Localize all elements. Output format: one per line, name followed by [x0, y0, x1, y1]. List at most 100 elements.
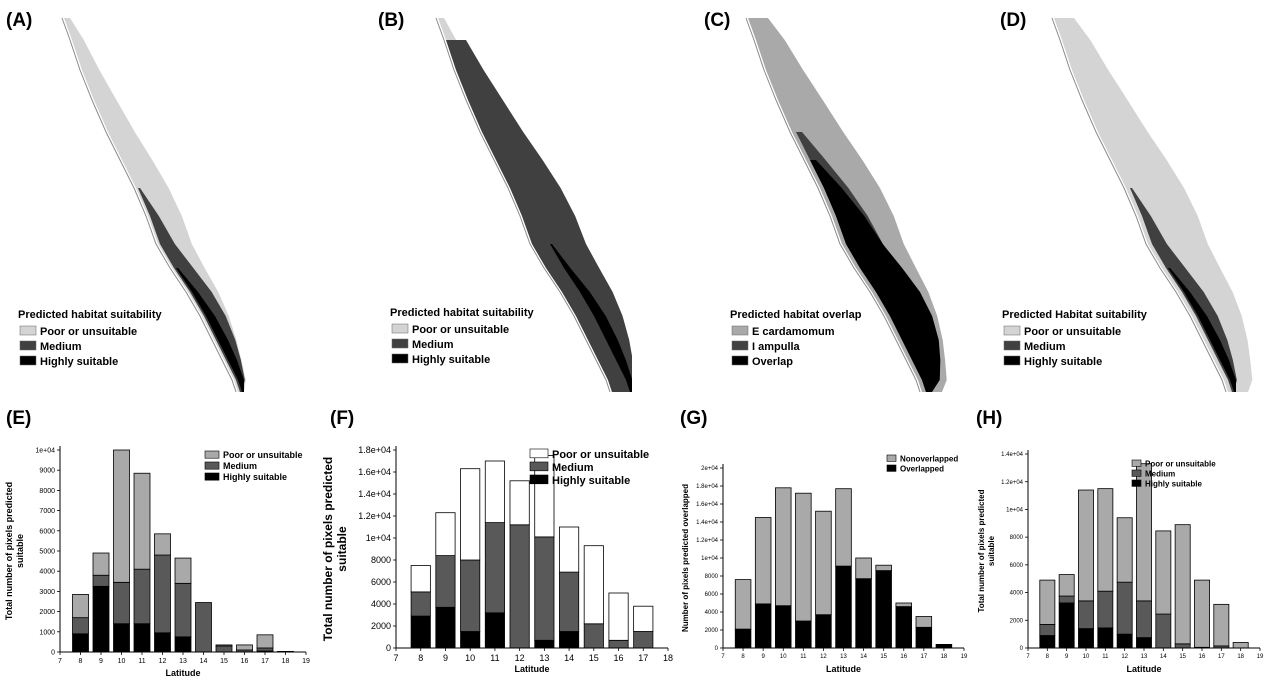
x-tick-label: 16 [1199, 654, 1206, 660]
legend-label: I ampulla [752, 341, 801, 353]
panel-label: (F) [330, 408, 355, 429]
bar-segment [875, 570, 892, 649]
bar-segment [509, 524, 530, 649]
legend-label: Medium [1145, 469, 1175, 478]
map-panel-d: (D) Predicted Habitat suitability Poor or… [948, 0, 1266, 400]
bar-segment [1078, 489, 1094, 602]
bar-segment [1155, 530, 1172, 615]
bar-segment [92, 552, 110, 576]
legend-label: Poor or unsuitable [1024, 326, 1121, 338]
bar-segment [559, 526, 580, 573]
bar-segment [1116, 633, 1133, 649]
y-axis-label: Number of pixels predicted overlapped [681, 484, 690, 632]
bar-segment [72, 594, 89, 619]
x-tick-label: 16 [614, 653, 624, 663]
x-tick-label: 9 [1065, 654, 1069, 660]
chart-h: 0 2000 4000 6000 8000 1e+04 1.2e+04 1.4e+04 7 8 9 1… [977, 450, 1264, 674]
bar-segment [915, 626, 933, 649]
y-tick-label: 1e+04 [701, 556, 719, 562]
y-tick-label: 4000 [705, 610, 719, 616]
legend-swatch [391, 338, 409, 349]
bar-segment [754, 603, 772, 649]
bar-segment [895, 602, 912, 607]
x-tick-label: 18 [1237, 654, 1244, 660]
bar-segment [113, 623, 130, 653]
panel-label: (A) [6, 10, 33, 31]
bars [410, 455, 654, 649]
coastline [745, 17, 921, 393]
bar-segment [435, 606, 456, 649]
map-legend: Predicted habitat suitability Poor or uns… [18, 309, 163, 368]
bar-segment [1058, 602, 1075, 649]
y-tick-label: 1.4e+04 [358, 489, 391, 499]
x-tick-label: 15 [220, 658, 228, 665]
coastline [435, 17, 611, 393]
bar-segment [256, 647, 274, 652]
bar-segment [92, 585, 110, 653]
map-shapes [745, 17, 947, 393]
bar-segment [734, 579, 752, 630]
legend-label: Poor or unsuitable [552, 449, 649, 461]
y-tick-label: 4000 [39, 569, 55, 576]
x-tick-label: 7 [393, 653, 398, 663]
y-tick-label: 2e+04 [701, 466, 719, 472]
bar-segment [1039, 579, 1056, 625]
y-tick-label: 1.2e+04 [358, 511, 391, 521]
x-tick-label: 9 [761, 654, 765, 660]
map-panel-b: (B) Predicted habitat suitability Poor or… [316, 0, 632, 400]
y-tick-label: 9000 [39, 468, 55, 475]
bar-segment [1039, 635, 1056, 649]
y-tick-label: 5000 [39, 548, 55, 555]
legend-label: Nonoverlapped [900, 454, 958, 463]
bar-segment [795, 492, 812, 622]
bar-segment [1097, 590, 1114, 629]
y-axis-label: suitable [987, 535, 996, 566]
bar-segment [133, 472, 151, 570]
legend-swatch [731, 355, 749, 366]
bar-segment [1078, 628, 1094, 649]
x-tick-label: 11 [138, 658, 145, 665]
chart-f: 0 2000 4000 6000 8000 1e+04 1.2e+04 1.4e+04 1.6e… [321, 445, 673, 674]
bar-segment [484, 460, 505, 523]
x-tick-label: 13 [840, 654, 847, 660]
legend-swatch [529, 461, 549, 472]
bar-segment [410, 591, 431, 617]
legend-swatch [886, 454, 897, 462]
x-tick-label: 8 [1046, 654, 1050, 660]
bar-segment [559, 571, 580, 632]
x-axis-label: Latitude [166, 668, 201, 678]
legend-swatch [19, 355, 37, 366]
legend-swatch [1131, 459, 1142, 467]
bar-segment [534, 639, 555, 649]
bar-segment [174, 582, 192, 638]
x-tick-label: 8 [79, 658, 83, 665]
legend-swatch [1003, 340, 1021, 351]
panel-label: (C) [704, 10, 731, 31]
legend-label: Medium [223, 461, 257, 471]
map-legend: Predicted habitat overlap E cardamomum I a… [730, 309, 862, 368]
legend-swatch [204, 461, 220, 470]
chart-g: 0 2000 4000 6000 8000 1e+04 1.2e+04 1.4e+04 1.6e… [681, 454, 968, 674]
x-tick-label: 13 [179, 658, 187, 665]
region-overlap [810, 160, 941, 392]
map-shapes [1051, 17, 1253, 393]
y-tick-label: 1.4e+04 [696, 520, 719, 526]
x-tick-label: 16 [241, 658, 249, 665]
bars [734, 487, 953, 649]
x-tick-label: 15 [1179, 654, 1186, 660]
bar-segment [1097, 627, 1114, 649]
x-tick-label: 8 [418, 653, 423, 663]
legend-label: Highly suitable [40, 356, 118, 368]
x-tick-label: 12 [515, 653, 525, 663]
y-tick-label: 1.4e+04 [1001, 452, 1024, 458]
bar-segment [1213, 603, 1230, 647]
y-tick-label: 0 [386, 643, 391, 653]
bar-segment [92, 574, 110, 587]
legend-title: Predicted Habitat suitability [1002, 309, 1148, 321]
y-tick-label: 1.6e+04 [358, 467, 391, 477]
bar-segment [1155, 613, 1172, 649]
x-tick-label: 11 [1102, 654, 1109, 660]
legend-swatch [529, 448, 549, 459]
panel-label: (B) [378, 10, 405, 31]
